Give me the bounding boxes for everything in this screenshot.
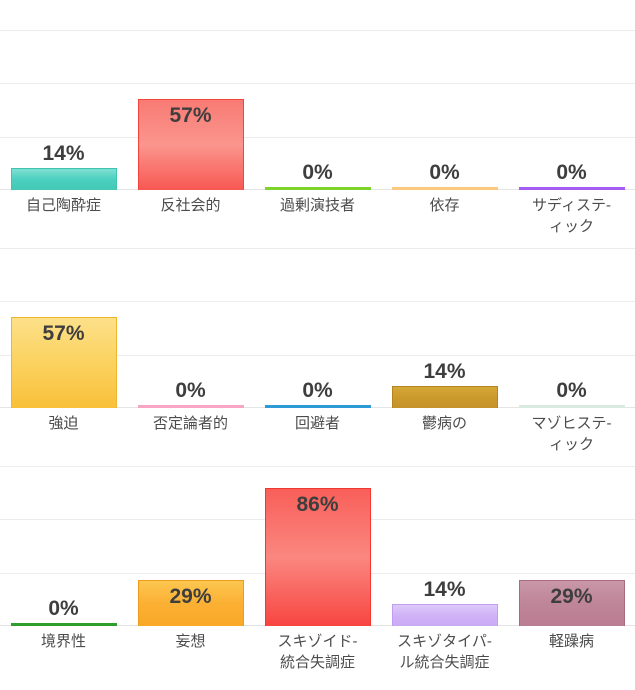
bar-segment xyxy=(264,488,371,626)
bar-segment xyxy=(391,604,498,626)
plot-area: 14% 57% 0% 0% 0% xyxy=(0,30,635,190)
bar-segment xyxy=(10,623,117,626)
chart-column: 0% xyxy=(127,248,254,408)
gridline-33pct xyxy=(0,137,635,138)
bar-segment xyxy=(137,99,244,190)
plot-area: 0% 29% 86% 14% 29% xyxy=(0,466,635,626)
gridline-67pct xyxy=(0,301,635,302)
category-label: 自己陶酔症 xyxy=(25,197,101,214)
chart-column: 14% xyxy=(0,30,127,190)
value-label: 0% xyxy=(429,161,460,184)
chart-column: 0% xyxy=(254,30,381,190)
chart-column: 0% xyxy=(508,248,635,408)
gridline-100pct xyxy=(0,466,635,467)
category-label: スキゾイド- 統合失調症 xyxy=(277,633,358,671)
value-label: 29% xyxy=(550,585,593,608)
columns: 14% 57% 0% 0% 0% xyxy=(0,30,635,190)
bar-chart-row-3: 0% 29% 86% 14% 29% 境界性 妄想 スキゾイド- 統合失調症 スキゾタイパ- ル… xyxy=(0,466,635,684)
chart-column: 29% xyxy=(508,466,635,626)
category-label: サディステ- ィック xyxy=(532,197,611,235)
value-label: 0% xyxy=(302,379,333,402)
plot-area: 57% 0% 0% 14% 0% xyxy=(0,248,635,408)
bar-segment xyxy=(10,317,117,408)
chart-column: 57% xyxy=(0,248,127,408)
chart-column: 0% xyxy=(381,30,508,190)
bar-segment xyxy=(518,405,625,408)
category-label: スキゾタイパ- ル統合失調症 xyxy=(397,633,492,671)
bar-segment xyxy=(518,187,625,190)
value-label: 57% xyxy=(169,104,212,127)
category-label: 鬱病の xyxy=(421,415,467,432)
bar-segment xyxy=(264,187,371,190)
gridline-67pct xyxy=(0,83,635,84)
category-label: 依存 xyxy=(429,197,460,214)
chart-column: 29% xyxy=(127,466,254,626)
value-label: 0% xyxy=(556,379,587,402)
category-label: 回避者 xyxy=(294,415,340,432)
category-label: 否定論者的 xyxy=(152,415,228,432)
gridline-33pct xyxy=(0,355,635,356)
chart-column: 14% xyxy=(381,248,508,408)
category-label: 強迫 xyxy=(48,415,79,432)
chart-column: 57% xyxy=(127,30,254,190)
value-label: 14% xyxy=(42,142,85,165)
value-label: 29% xyxy=(169,585,212,608)
gridline-100pct xyxy=(0,30,635,31)
value-label: 0% xyxy=(48,597,79,620)
category-label: 反社会的 xyxy=(160,197,221,214)
value-label: 0% xyxy=(302,161,333,184)
value-label: 0% xyxy=(556,161,587,184)
category-label: 妄想 xyxy=(175,633,206,650)
chart-column: 14% xyxy=(381,466,508,626)
category-labels: 自己陶酔症 反社会的 過剰演技者 依存 サディステ- ィック xyxy=(0,190,635,248)
value-label: 14% xyxy=(423,360,466,383)
category-label: 軽躁病 xyxy=(548,633,594,650)
value-label: 0% xyxy=(175,379,206,402)
columns: 57% 0% 0% 14% 0% xyxy=(0,248,635,408)
bar-chart-row-2: 57% 0% 0% 14% 0% 強迫 否定論者的 回避者 鬱病の マゾヒステ- ィック xyxy=(0,248,635,466)
bar-chart-row-1: 14% 57% 0% 0% 0% 自己陶酔症 反社会的 過剰演技者 依存 サディステ- ィック xyxy=(0,30,635,248)
bar-segment xyxy=(10,168,117,190)
bar-segment xyxy=(264,405,371,408)
chart-column: 0% xyxy=(254,248,381,408)
bar-segment xyxy=(518,580,625,626)
chart-column: 86% xyxy=(254,466,381,626)
category-labels: 境界性 妄想 スキゾイド- 統合失調症 スキゾタイパ- ル統合失調症 軽躁病 xyxy=(0,626,635,684)
category-label: マゾヒステ- ィック xyxy=(531,415,612,453)
gridline-100pct xyxy=(0,248,635,249)
chart-column: 0% xyxy=(0,466,127,626)
category-labels: 強迫 否定論者的 回避者 鬱病の マゾヒステ- ィック xyxy=(0,408,635,466)
value-label: 57% xyxy=(42,322,85,345)
chart-column: 0% xyxy=(508,30,635,190)
bar-segment xyxy=(137,405,244,408)
columns: 0% 29% 86% 14% 29% xyxy=(0,466,635,626)
bar-segment xyxy=(391,187,498,190)
category-label: 過剰演技者 xyxy=(279,197,355,214)
bar-segment xyxy=(391,386,498,408)
category-label: 境界性 xyxy=(40,633,86,650)
bar-segment xyxy=(137,580,244,626)
value-label: 86% xyxy=(296,493,339,516)
value-label: 14% xyxy=(423,578,466,601)
